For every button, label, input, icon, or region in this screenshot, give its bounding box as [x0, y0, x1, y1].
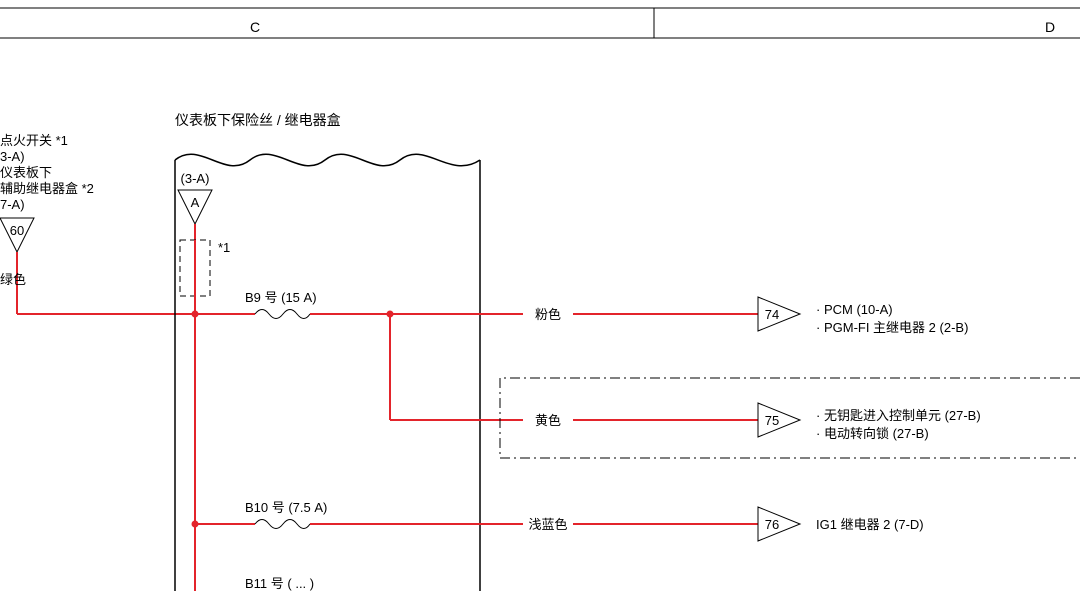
- connector-a: (3-A) A *1: [178, 171, 230, 296]
- fuse-b9-icon: [255, 310, 310, 319]
- fuse-b10-label: B10 号 (7.5 A): [245, 500, 327, 515]
- input-triangle-60: 60 绿色: [0, 218, 195, 314]
- arrow-75-num: 75: [765, 413, 779, 428]
- dest-76-1: IG1 继电器 2 (7-D): [816, 517, 924, 532]
- arrow-76-num: 76: [765, 517, 779, 532]
- branch-pink: B9 号 (15 A) 粉色 74 · PCM (10-A) · PGM-FI …: [195, 290, 968, 420]
- branch-lightblue-color: 浅蓝色: [528, 517, 567, 532]
- branch-yellow-color: 黄色: [535, 413, 561, 428]
- input-tri-num: 60: [10, 223, 24, 238]
- branch-pink-color: 粉色: [535, 307, 561, 322]
- connector-a-letter: A: [191, 195, 200, 210]
- left-text-5: 7-A): [0, 197, 25, 212]
- arrow-74-num: 74: [765, 307, 779, 322]
- dest-75-1: · 无钥匙进入控制单元 (27-B): [816, 408, 981, 423]
- left-text-1: 点火开关 *1: [0, 133, 68, 148]
- fuse-relay-box: 仪表板下保险丝 / 继电器盒: [175, 112, 480, 591]
- fuse-b11-label: B11 号 ( ... ): [245, 576, 314, 591]
- input-color-label: 绿色: [0, 272, 26, 287]
- col-label-c: C: [250, 19, 260, 35]
- connector-a-ref: (3-A): [181, 171, 210, 186]
- header-rule: C D: [0, 8, 1080, 38]
- left-annotation: 点火开关 *1 3-A) 仪表板下 辅助继电器盒 *2 7-A): [0, 133, 94, 212]
- branch-yellow: 黄色 75 · 无钥匙进入控制单元 (27-B) · 电动转向锁 (27-B): [390, 403, 981, 441]
- group-box-yellow: [500, 378, 1080, 458]
- dest-74-2: · PGM-FI 主继电器 2 (2-B): [816, 320, 968, 335]
- col-label-d: D: [1045, 19, 1055, 35]
- branch-lightblue: B10 号 (7.5 A) 浅蓝色 76 IG1 继电器 2 (7-D): [195, 500, 924, 541]
- connector-a-note: *1: [218, 240, 230, 255]
- box-title: 仪表板下保险丝 / 继电器盒: [175, 112, 341, 128]
- dest-74-1: · PCM (10-A): [816, 302, 893, 317]
- dest-75-2: · 电动转向锁 (27-B): [816, 426, 929, 441]
- fuse-b9-label: B9 号 (15 A): [245, 290, 317, 305]
- left-text-3: 仪表板下: [0, 165, 52, 180]
- fuse-b10-icon: [255, 520, 310, 529]
- left-text-4: 辅助继电器盒 *2: [0, 181, 94, 196]
- left-text-2: 3-A): [0, 149, 25, 164]
